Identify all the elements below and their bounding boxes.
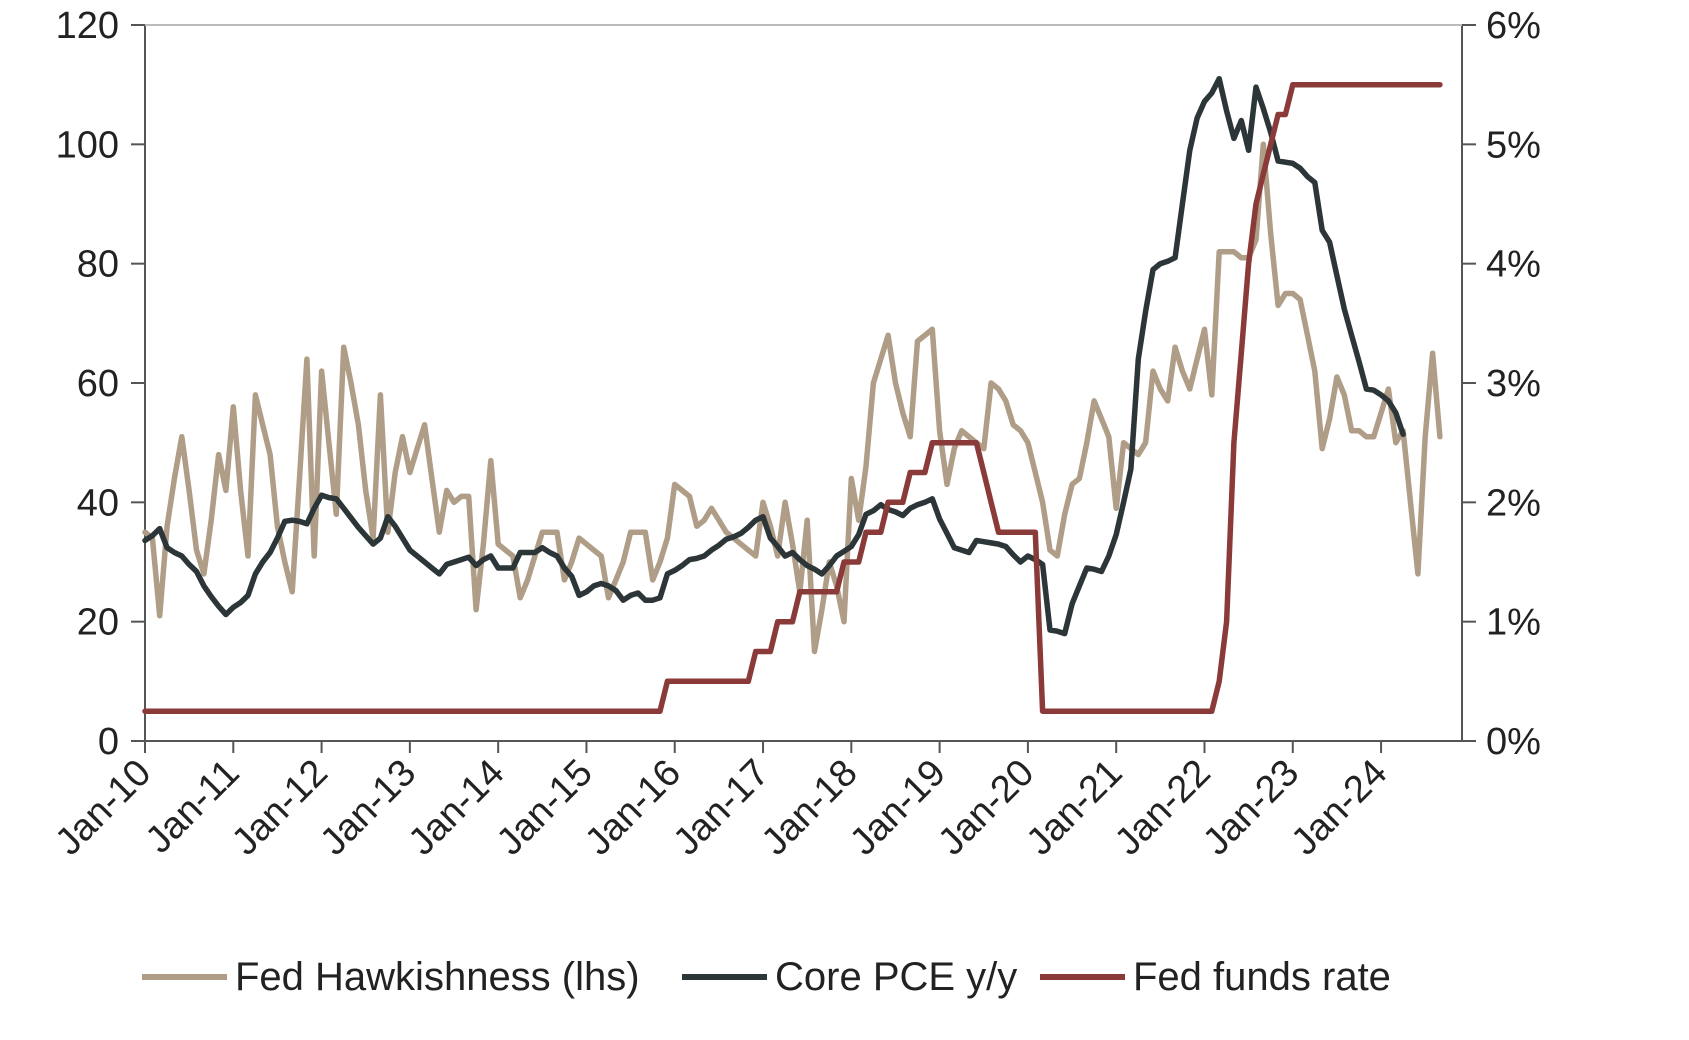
legend-label-0: Fed Hawkishness (lhs): [235, 955, 640, 999]
x-tick-label: Jan-15: [489, 752, 601, 864]
left-y-tick-label: 120: [56, 5, 119, 47]
right-y-tick-label: 0%: [1486, 721, 1541, 763]
axes: 0204060801001200%1%2%3%4%5%6%Jan-10Jan-1…: [47, 5, 1540, 864]
series-line-0: [142, 141, 1443, 655]
x-tick-label: Jan-12: [224, 752, 336, 864]
left-y-tick-label: 80: [77, 244, 119, 286]
x-tick-label: Jan-16: [577, 752, 689, 864]
x-tick-label: Jan-14: [401, 752, 513, 864]
right-y-tick-label: 2%: [1486, 482, 1541, 524]
x-tick-label: Jan-22: [1107, 752, 1219, 864]
x-tick-label: Jan-10: [47, 752, 159, 864]
series-lines: [142, 75, 1443, 714]
right-y-tick-label: 6%: [1486, 5, 1541, 47]
x-tick-label: Jan-13: [312, 752, 424, 864]
right-y-tick-label: 5%: [1486, 124, 1541, 166]
x-tick-label: Jan-17: [666, 752, 778, 864]
right-y-tick-label: 1%: [1486, 602, 1541, 644]
x-tick-label: Jan-18: [754, 752, 866, 864]
x-tick-label: Jan-19: [842, 752, 954, 864]
right-y-tick-label: 4%: [1486, 244, 1541, 286]
legend-label-2: Fed funds rate: [1133, 955, 1391, 999]
x-tick-label: Jan-11: [138, 752, 248, 862]
legend: Fed Hawkishness (lhs) Core PCE y/y Fed fun…: [142, 955, 1391, 999]
series-line-1: [142, 75, 1406, 637]
x-tick-label: Jan-21: [1019, 752, 1131, 864]
x-tick-label: Jan-20: [930, 752, 1042, 864]
left-y-tick-label: 100: [56, 124, 119, 166]
series-line-2: [142, 81, 1443, 714]
right-y-tick-label: 3%: [1486, 363, 1541, 405]
x-tick-label: Jan-24: [1284, 752, 1396, 864]
left-y-tick-label: 0: [98, 721, 119, 763]
x-tick-label: Jan-23: [1195, 752, 1307, 864]
legend-label-1: Core PCE y/y: [775, 955, 1017, 999]
left-y-tick-label: 20: [77, 602, 119, 644]
left-y-tick-label: 60: [77, 363, 119, 405]
left-y-tick-label: 40: [77, 482, 119, 524]
